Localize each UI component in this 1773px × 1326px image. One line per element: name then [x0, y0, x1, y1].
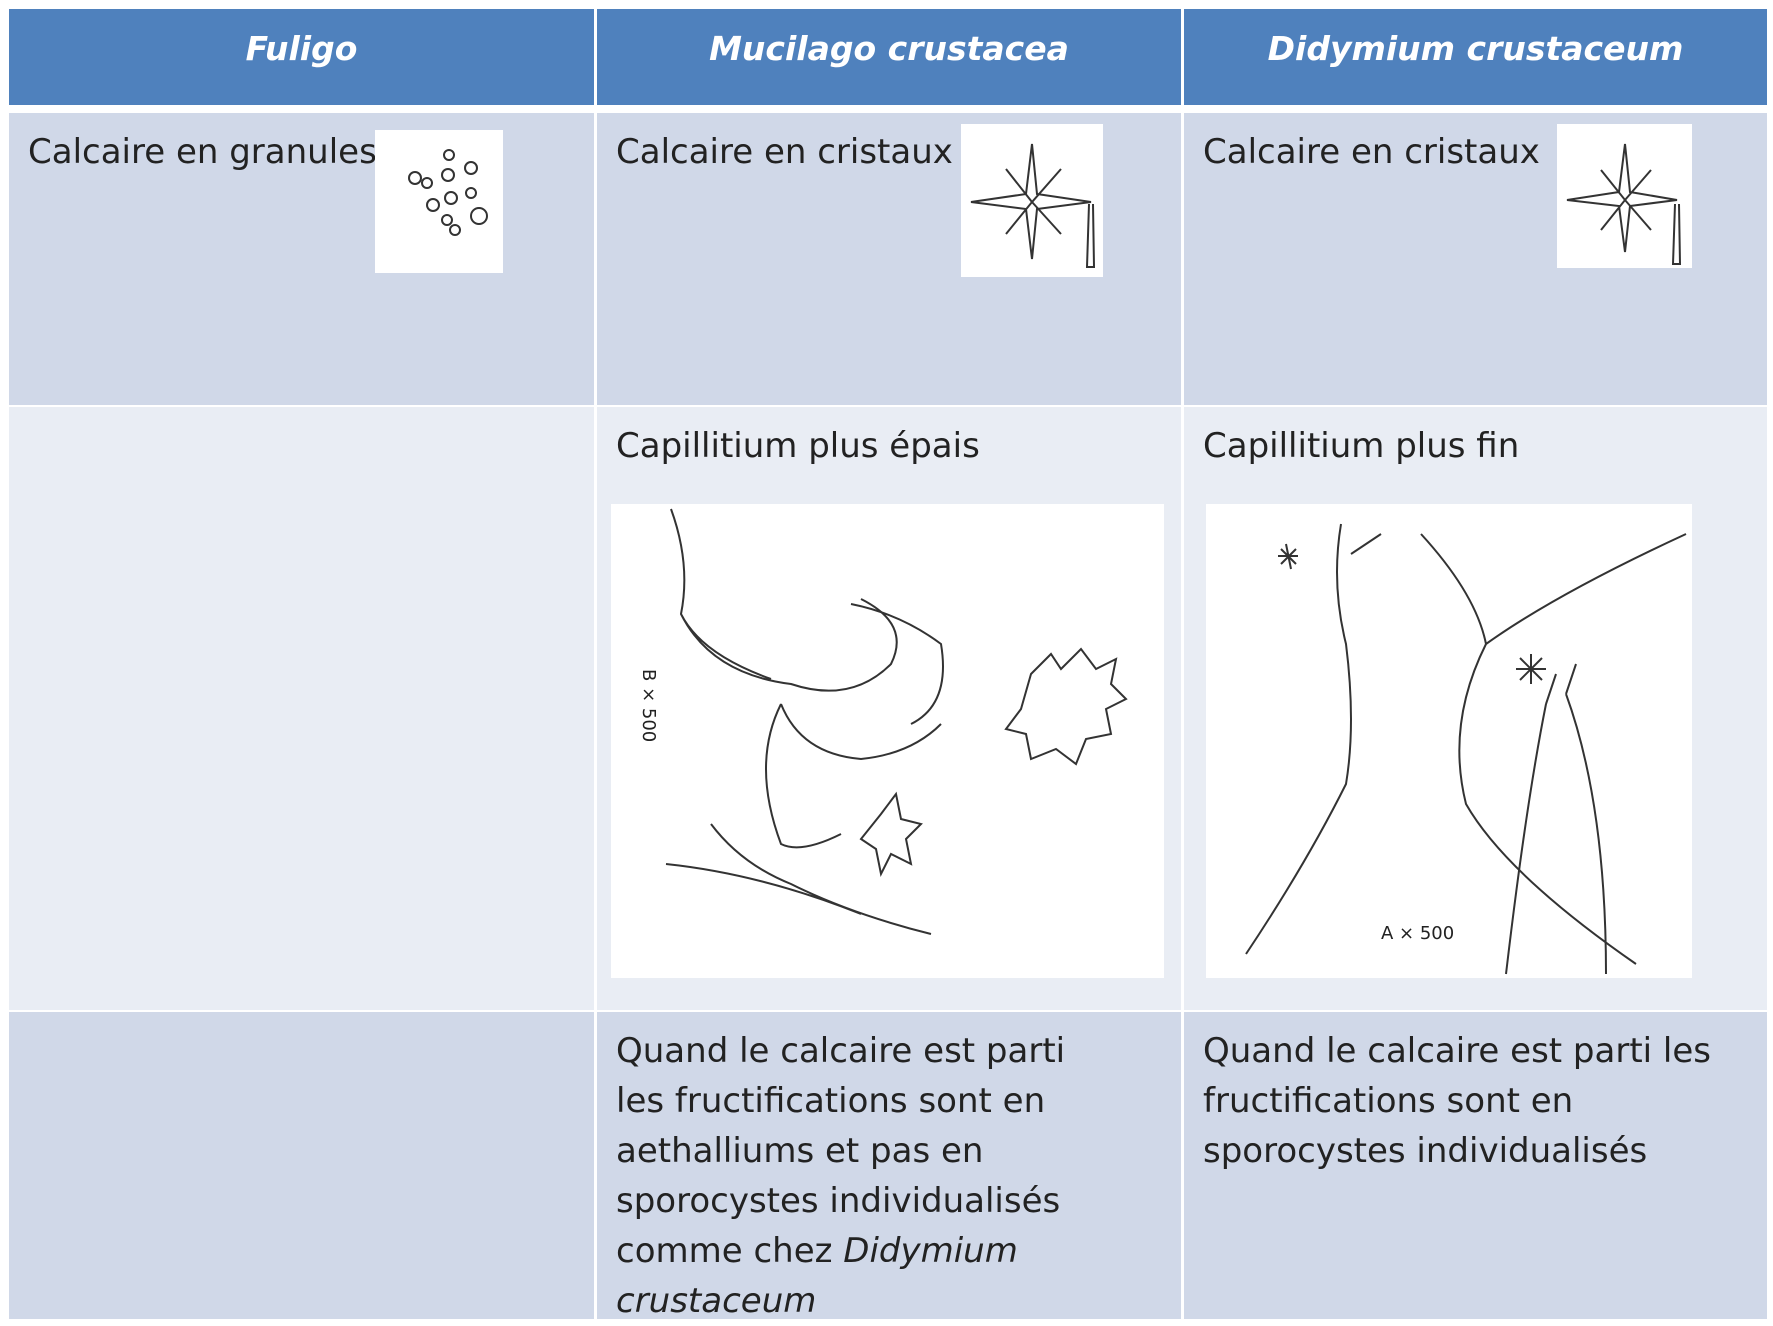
cell-text: Calcaire en cristaux [1203, 132, 1540, 172]
figure-label: A × 500 [1381, 923, 1454, 944]
table-cell [9, 407, 594, 1010]
header-cell: Didymium crustaceum [1184, 9, 1767, 105]
cell-text: Capillitium plus fin [1203, 426, 1520, 466]
crystal-drawing [1557, 124, 1692, 268]
cell-text: Capillitium plus épais [616, 426, 980, 466]
table-cell: Capillitium plus épais B × 500 [597, 407, 1181, 1010]
cell-text: Quand le calcaire est parti les fructifi… [616, 1026, 1116, 1326]
cell-text-italic: Didymium crustaceum [616, 1231, 1018, 1321]
table-cell: Quand le calcaire est parti les fructifi… [1184, 1012, 1767, 1319]
cell-text: Calcaire en cristaux [616, 132, 953, 172]
granules-drawing [375, 130, 503, 273]
header-cell: Mucilago crustacea [597, 9, 1181, 105]
table-cell: Calcaire en cristaux [597, 113, 1181, 405]
table-cell: Quand le calcaire est parti les fructifi… [597, 1012, 1181, 1321]
table-cell: Calcaire en cristaux [1184, 113, 1767, 405]
table-cell: Capillitium plus fin A × 500 [1184, 407, 1767, 1010]
table-cell: Calcaire en granules [9, 113, 594, 405]
cell-text-part: Quand le calcaire est parti les fructifi… [616, 1031, 1066, 1271]
capillitium-drawing: A × 500 [1206, 504, 1692, 978]
table-cell [9, 1012, 594, 1319]
header-cell: Fuligo [9, 9, 594, 105]
crystal-drawing [961, 124, 1103, 277]
cell-text: Calcaire en granules [28, 132, 377, 172]
capillitium-drawing: B × 500 [611, 504, 1164, 978]
cell-text: Quand le calcaire est parti les fructifi… [1203, 1031, 1711, 1171]
figure-label: B × 500 [638, 669, 659, 742]
